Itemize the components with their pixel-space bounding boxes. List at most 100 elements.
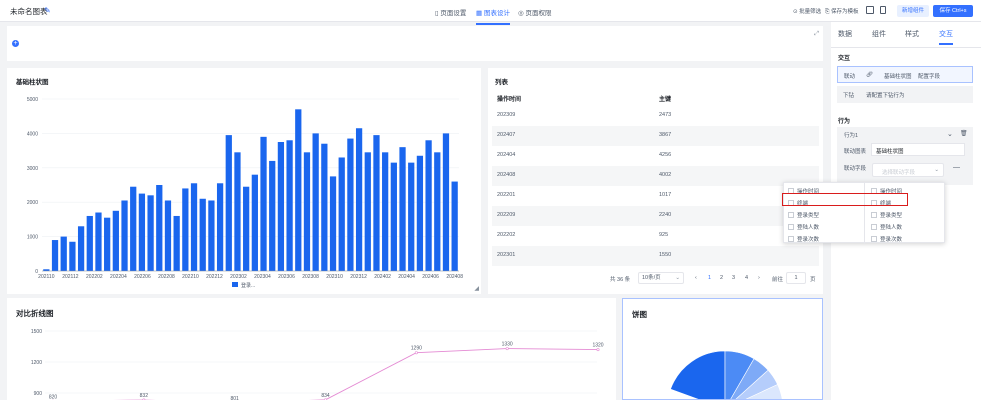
page-4[interactable]: 4: [745, 275, 749, 281]
cell-key: 4002: [659, 172, 672, 178]
collapse-icon[interactable]: ⌄: [947, 131, 953, 138]
link-chart-value: 基础柱状图: [876, 149, 904, 155]
line-chart-card[interactable]: 对比折线图 900 1200 1500 820 832 801 834 1290 1330 132…: [7, 298, 616, 400]
field-option[interactable]: 登陆人数: [797, 225, 820, 231]
field-option[interactable]: 登陆人数: [880, 225, 903, 231]
tab-component[interactable]: 组件: [872, 31, 886, 38]
bar: [95, 212, 102, 271]
linkage-label: 联动: [844, 74, 856, 80]
field-option[interactable]: 登录类型: [880, 213, 903, 219]
cell-key: 1550: [659, 252, 672, 258]
edit-icon[interactable]: ✎: [44, 6, 51, 15]
table-row[interactable]: 202407 3867: [492, 126, 819, 146]
field-option[interactable]: 操作时间: [797, 189, 820, 195]
field-option[interactable]: 登录次数: [797, 237, 820, 243]
checkbox[interactable]: [871, 212, 877, 218]
checkbox[interactable]: [871, 224, 877, 230]
resize-handle-icon[interactable]: ◢: [474, 286, 479, 292]
bar: [355, 128, 363, 271]
goto-page-input[interactable]: 1: [786, 272, 806, 284]
y-tick-label: 1500: [31, 329, 42, 335]
checkbox[interactable]: [788, 224, 794, 230]
page-3[interactable]: 3: [732, 275, 736, 281]
bar: [425, 140, 432, 271]
table-row[interactable]: 202209 2240: [492, 206, 819, 226]
chevron-down-icon: ⌄: [934, 167, 939, 173]
y-tick-label: 0: [35, 269, 38, 275]
pie-chart-card[interactable]: 饼图: [622, 298, 823, 400]
linkage-row[interactable]: 联动 🔗︎ 基础柱状图 配置字段: [837, 66, 973, 83]
field-option[interactable]: 操作时间: [880, 189, 903, 195]
table-row[interactable]: 202309 2473: [492, 106, 819, 126]
divider: [831, 47, 981, 48]
tab-interaction[interactable]: 交互: [939, 31, 953, 45]
table-row[interactable]: 202404 4256: [492, 146, 819, 166]
column-header-key[interactable]: 主键: [659, 97, 672, 103]
page-title[interactable]: 未命名图表: [10, 7, 48, 16]
table-row[interactable]: 202301 1550: [492, 246, 819, 266]
bar: [286, 140, 293, 271]
x-tick-label: 202210: [182, 274, 199, 280]
bar: [77, 226, 85, 271]
tab-style[interactable]: 样式: [905, 31, 919, 38]
bar: [277, 142, 285, 271]
desktop-view-icon[interactable]: [866, 6, 874, 14]
tab-chart-design-label: 图表设计: [483, 10, 510, 17]
link-field-placeholder: 选择联动字段: [882, 170, 916, 176]
linkage-config-link[interactable]: 配置字段: [918, 74, 941, 80]
bar: [303, 152, 311, 271]
tab-page-permissions[interactable]: ◎ 页面权限: [518, 10, 552, 17]
field-option[interactable]: 终端: [880, 201, 892, 207]
pager-total: 共 36 条: [610, 277, 631, 283]
x-tick-label: 202302: [230, 274, 247, 280]
y-tick-label: 5000: [27, 97, 38, 103]
checkbox[interactable]: [788, 236, 794, 242]
save-button[interactable]: 保存 Ctrl+s: [933, 5, 973, 17]
bar: [86, 215, 93, 271]
table-row[interactable]: 202408 4002: [492, 166, 819, 186]
more-icon[interactable]: —: [953, 164, 960, 171]
tab-page-settings[interactable]: ▯ 页面设置: [435, 10, 467, 17]
mobile-view-icon[interactable]: [880, 6, 886, 14]
tab-chart-design[interactable]: ▦ 图表设计: [476, 7, 510, 25]
checkbox[interactable]: [788, 212, 794, 218]
link-chart-label: 联动图表: [844, 149, 867, 155]
bar-chart-card[interactable]: 基础柱状图 0 1000 2000 3000 4000 5000 202110 202112 2…: [7, 68, 481, 294]
table-row[interactable]: 202201 1017: [492, 186, 819, 206]
expand-icon[interactable]: ⤢: [814, 31, 819, 37]
drill-row[interactable]: 下钻 请配置下钻行为: [837, 86, 973, 103]
x-tick-label: 202408: [446, 274, 463, 280]
interaction-section-title: 交互: [838, 56, 851, 62]
page-1[interactable]: 1: [708, 275, 712, 281]
delete-icon[interactable]: 🗑︎: [960, 131, 968, 137]
column-header-time[interactable]: 操作时间: [497, 97, 522, 103]
tab-data[interactable]: 数据: [838, 31, 852, 38]
new-component-button[interactable]: 新增组件: [897, 5, 929, 17]
add-filter-icon[interactable]: +: [12, 40, 19, 47]
data-label: 801: [230, 396, 239, 400]
page-2[interactable]: 2: [720, 275, 724, 281]
field-option[interactable]: 登录类型: [797, 213, 820, 219]
save-template-button[interactable]: ⎘ 保存为模板: [825, 9, 859, 15]
x-tick-label: 202310: [326, 274, 343, 280]
bar: [138, 193, 146, 271]
x-tick-label: 202306: [278, 274, 295, 280]
batch-filter-button[interactable]: ⊙ 批量筛选: [793, 9, 822, 15]
link-field-select[interactable]: 选择联动字段 ⌄: [872, 163, 944, 177]
bar: [382, 152, 389, 271]
next-page-icon[interactable]: ›: [758, 275, 760, 281]
bar-chart: 0 1000 2000 3000 4000 5000 202110 202112 202202 2…: [27, 97, 463, 289]
table-row[interactable]: 202202 925: [492, 226, 819, 246]
list-title: 列表: [495, 79, 508, 86]
checkbox[interactable]: [871, 236, 877, 242]
link-chart-select[interactable]: 基础柱状图: [871, 143, 965, 156]
data-label: 820: [49, 394, 58, 400]
cell-key: 925: [659, 232, 669, 238]
field-option[interactable]: 终端: [797, 201, 809, 207]
field-option[interactable]: 登录次数: [880, 237, 903, 243]
line-chart: 900 1200 1500 820 832 801 834 1290 1330 1320: [31, 329, 604, 400]
line-point: [414, 351, 418, 355]
prev-page-icon[interactable]: ‹: [695, 275, 697, 281]
page-size-select[interactable]: 10条/页 ⌄: [638, 272, 684, 284]
x-tick-label: 202204: [110, 274, 127, 280]
